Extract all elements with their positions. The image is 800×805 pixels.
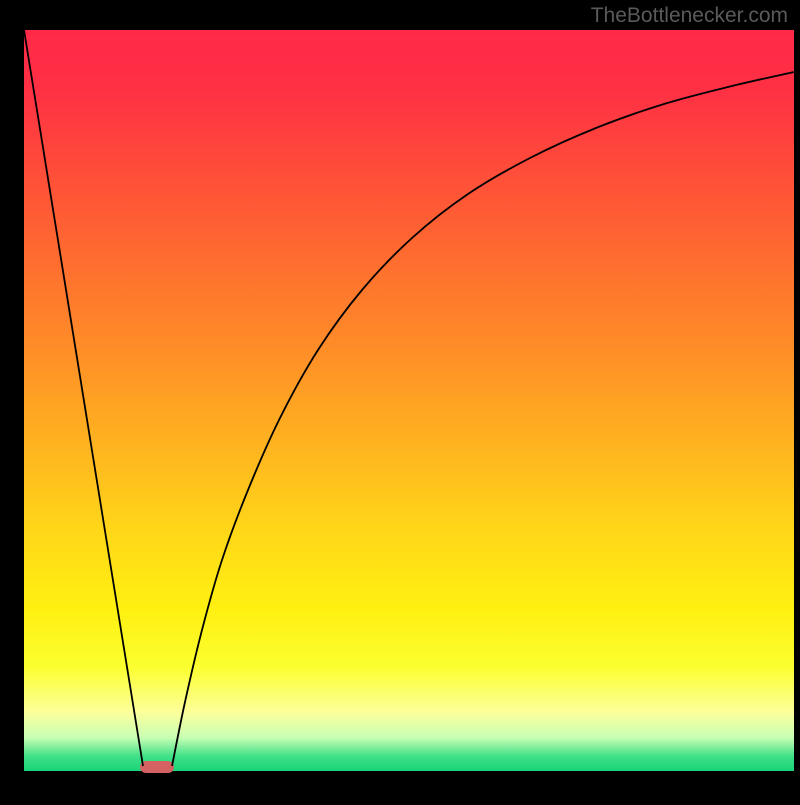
- watermark-text: TheBottlenecker.com: [591, 4, 788, 28]
- minimum-marker: [140, 761, 174, 773]
- bottleneck-chart: [0, 0, 800, 800]
